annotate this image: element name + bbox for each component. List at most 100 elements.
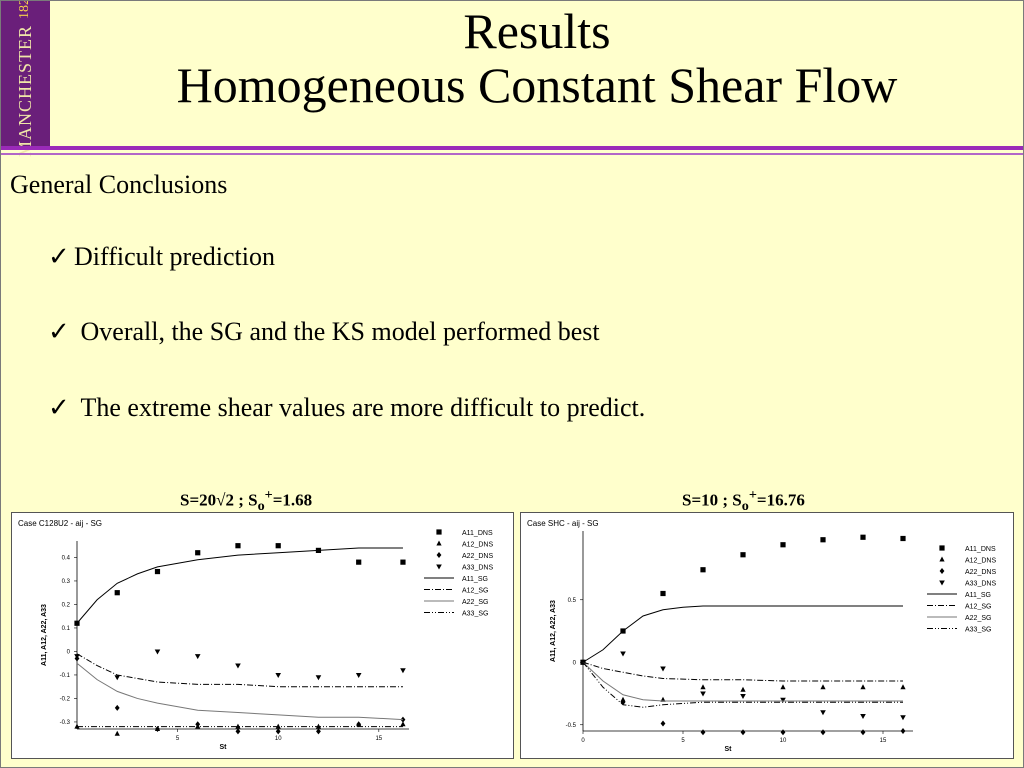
series-line-a12-sg bbox=[76, 653, 403, 688]
legend-label: A11_SG bbox=[965, 592, 991, 599]
chart-left-panel: Case C128U2 - aij - SG 0.4 0.3 0.2 0.1 0 -0.1 -… bbox=[11, 512, 514, 759]
bullet-text: The extreme shear values are more diffic… bbox=[80, 393, 646, 422]
y-axis-label: A11, A12, A22, A33 bbox=[41, 604, 48, 666]
series-line-a12-sg bbox=[582, 661, 903, 682]
series-line-a11-sg bbox=[582, 605, 903, 663]
data-point-a22-dns bbox=[780, 729, 786, 736]
legend-label: A12_DNS bbox=[462, 542, 493, 549]
y-tick-label: 0.2 bbox=[62, 602, 71, 608]
data-point-a11-dns bbox=[114, 590, 120, 596]
data-point-a11-dns bbox=[154, 568, 161, 575]
data-point-a12-dns bbox=[700, 684, 706, 690]
check-icon: ✓ bbox=[48, 317, 70, 346]
data-point-a33-dns bbox=[194, 654, 201, 660]
x-tick-label: 0 bbox=[581, 738, 585, 744]
chart-right-panel: Case SHC - aij - SG 0.5 0 -0.5 0 5 10 15 St A11, … bbox=[520, 512, 1014, 759]
data-point-a33-dns bbox=[700, 691, 706, 697]
legend-marker bbox=[436, 529, 442, 535]
data-point-a11-dns bbox=[740, 552, 746, 558]
legend-label: A11_DNS bbox=[462, 530, 493, 537]
legend-label: A12_SG bbox=[965, 604, 991, 611]
data-point-a33-dns bbox=[114, 675, 121, 681]
y-tick-label: -0.5 bbox=[566, 723, 577, 729]
data-point-a12-dns bbox=[235, 723, 241, 729]
y-axis-label: A11, A12, A22, A33 bbox=[550, 600, 557, 662]
data-point-a33-dns bbox=[740, 694, 746, 699]
data-point-a33-dns bbox=[154, 649, 161, 655]
data-point-a12-dns bbox=[820, 684, 826, 690]
x-tick-label: 15 bbox=[880, 738, 887, 744]
y-tick-label: -0.2 bbox=[60, 696, 71, 702]
x-tick-label: 5 bbox=[176, 736, 180, 742]
data-point-a11-dns bbox=[356, 559, 362, 565]
data-point-a11-dns bbox=[235, 543, 241, 549]
data-point-a22-dns bbox=[155, 726, 160, 732]
data-point-a22-dns bbox=[860, 729, 866, 736]
data-point-a12-dns bbox=[740, 686, 746, 692]
data-point-a22-dns bbox=[820, 729, 826, 736]
data-point-a33-dns bbox=[315, 675, 322, 681]
data-point-a11-dns bbox=[820, 537, 826, 543]
legend-label: A22_DNS bbox=[965, 569, 996, 576]
data-point-a22-dns bbox=[900, 728, 906, 734]
logo-wordmark: MANCHESTER bbox=[14, 24, 35, 157]
chart-left: Case C128U2 - aij - SG 0.4 0.3 0.2 0.1 0 -0.1 -… bbox=[18, 519, 493, 751]
data-point-a22-dns bbox=[740, 729, 746, 736]
data-point-a33-dns bbox=[860, 714, 866, 719]
legend-marker bbox=[939, 568, 945, 574]
legend-marker bbox=[939, 580, 945, 586]
data-point-a12-dns bbox=[114, 730, 120, 736]
logo-year: 1824 bbox=[17, 0, 32, 19]
bullet-text: Overall, the SG and the KS model perform… bbox=[80, 317, 600, 346]
legend-label: A33_SG bbox=[965, 627, 991, 634]
data-point-a11-dns bbox=[860, 534, 866, 540]
title-divider-thin bbox=[0, 153, 1024, 155]
bullet-item: ✓ Difficult prediction bbox=[48, 242, 275, 272]
data-point-a12-dns bbox=[900, 684, 906, 690]
legend-marker bbox=[436, 552, 442, 558]
check-icon: ✓ bbox=[48, 393, 70, 422]
data-point-a33-dns bbox=[660, 666, 666, 672]
data-point-a11-dns bbox=[780, 542, 786, 548]
y-tick-label: 0.1 bbox=[62, 626, 71, 632]
x-tick-label: 10 bbox=[275, 736, 282, 742]
chart-right: Case SHC - aij - SG 0.5 0 -0.5 0 5 10 15 St A11, … bbox=[527, 519, 996, 753]
chart-caption-left: S=20√2 ; So+=1.68 bbox=[180, 487, 313, 515]
data-point-a22-dns bbox=[316, 728, 321, 735]
legend-label: A12_DNS bbox=[965, 558, 996, 565]
y-tick-label: 0 bbox=[573, 660, 577, 666]
series-line-a22-sg bbox=[76, 662, 403, 721]
data-point-a22-dns bbox=[660, 720, 666, 727]
legend-marker bbox=[939, 545, 945, 551]
section-heading: General Conclusions bbox=[10, 170, 228, 199]
legend-label: A11_SG bbox=[462, 576, 488, 583]
legend-label: A22_SG bbox=[965, 615, 991, 622]
legend-label: A33_DNS bbox=[965, 581, 996, 588]
data-point-a22-dns bbox=[620, 699, 626, 706]
data-point-a22-dns bbox=[356, 721, 362, 728]
data-point-a11-dns bbox=[900, 535, 906, 542]
data-point-a33-dns bbox=[355, 672, 362, 678]
data-point-a33-dns bbox=[74, 654, 80, 660]
data-point-a22-dns bbox=[114, 704, 120, 711]
data-point-a33-dns bbox=[275, 672, 282, 678]
data-point-a33-dns bbox=[235, 663, 241, 669]
title-line-1: Results bbox=[463, 3, 611, 59]
legend-label: A33_DNS bbox=[462, 565, 493, 572]
data-point-a22-dns bbox=[195, 721, 201, 728]
legend-marker bbox=[939, 556, 945, 562]
data-point-a12-dns bbox=[400, 721, 406, 727]
data-point-a11-dns bbox=[660, 590, 666, 597]
legend-label: A33_SG bbox=[462, 611, 488, 618]
x-tick-label: 5 bbox=[681, 738, 685, 744]
data-point-a11-dns bbox=[195, 550, 201, 556]
y-tick-label: -0.3 bbox=[60, 720, 71, 726]
title-line-2: Homogeneous Constant Shear Flow bbox=[176, 57, 898, 113]
data-point-a11-dns bbox=[400, 559, 406, 565]
bullet-text: Difficult prediction bbox=[74, 242, 275, 271]
data-point-a11-dns bbox=[700, 567, 706, 573]
legend-marker bbox=[436, 564, 442, 570]
university-logo: MANCHESTER 1824 bbox=[0, 0, 50, 157]
data-point-a22-dns bbox=[235, 728, 241, 735]
legend-marker bbox=[436, 540, 442, 546]
